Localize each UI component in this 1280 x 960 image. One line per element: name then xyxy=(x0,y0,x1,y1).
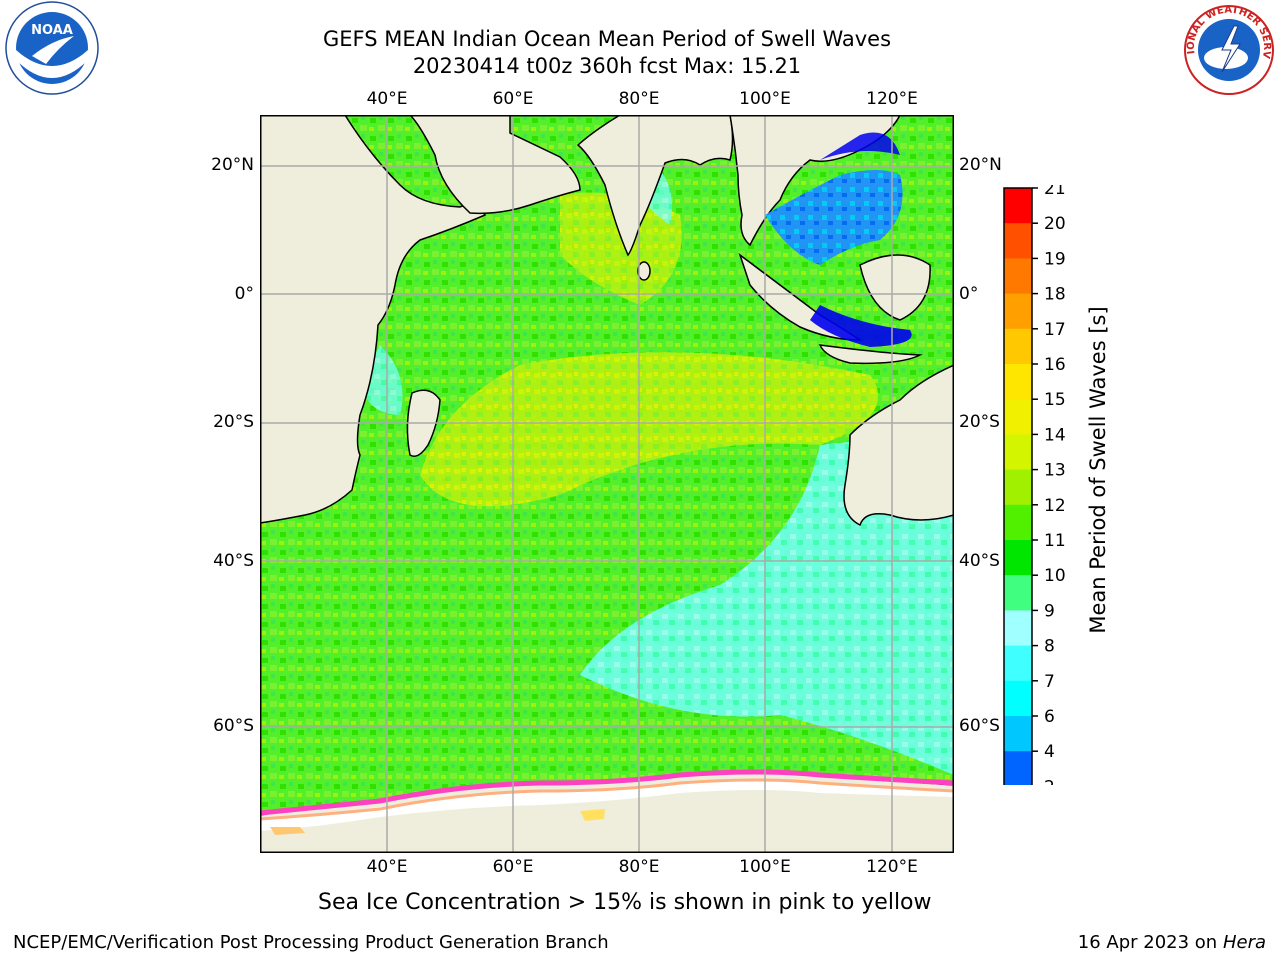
colorbar-swatch xyxy=(1004,293,1032,330)
lat-tick-left-0: 0° xyxy=(234,284,254,304)
lat-tick-right-40s: 40°S xyxy=(959,551,1000,571)
colorbar-tick-label: 11 xyxy=(1044,531,1066,551)
lon-tick-bottom-60e: 60°E xyxy=(492,857,534,877)
footer-date-text: 16 Apr 2023 on xyxy=(1077,932,1223,953)
graticule xyxy=(260,115,954,853)
noaa-logo: NOAA xyxy=(5,1,99,95)
map-title: GEFS MEAN Indian Ocean Mean Period of Sw… xyxy=(322,27,892,51)
land-australia xyxy=(843,364,954,527)
colorbar-swatch xyxy=(1004,328,1032,365)
lon-tick-bottom-100e: 100°E xyxy=(739,857,791,877)
colorbar-swatch xyxy=(1004,399,1032,435)
footer-host: Hera xyxy=(1222,932,1266,953)
colorbar-tick-label: 16 xyxy=(1044,355,1066,375)
colorbar-tick-label: 2 xyxy=(1044,777,1055,785)
colorbar-tick-label: 7 xyxy=(1044,672,1055,692)
lon-tick-bottom-80e: 80°E xyxy=(618,857,660,877)
colorbar-tick-label: 9 xyxy=(1044,601,1055,621)
lat-tick-right-0: 0° xyxy=(959,284,979,304)
colorbar-swatch xyxy=(1004,610,1032,647)
map-subtitle: 20230414 t00z 360h fcst Max: 15.21 xyxy=(412,54,802,78)
sea-ice-note: Sea Ice Concentration > 15% is shown in … xyxy=(318,890,932,915)
colorbar-swatch xyxy=(1004,258,1032,295)
colorbar-tick-label: 17 xyxy=(1044,320,1066,340)
lat-tick-left-40s: 40°S xyxy=(213,551,254,571)
colorbar-swatch xyxy=(1004,645,1032,682)
colorbar-swatch xyxy=(1004,188,1032,224)
colorbar-swatch xyxy=(1004,680,1032,717)
lon-tick-top-100e: 100°E xyxy=(739,89,791,109)
land-africa xyxy=(260,115,487,524)
colorbar-tick-label: 10 xyxy=(1044,566,1066,586)
colorbar-swatch xyxy=(1004,504,1032,541)
colorbar: 2 4 6 7 8 9 10 11 12 13 14 15 16 17 18 19 20 21 xyxy=(1003,185,1066,785)
colorbar-tick-label: 6 xyxy=(1044,707,1055,727)
noaa-logo-text: NOAA xyxy=(31,23,73,38)
lat-tick-left-20s: 20°S xyxy=(213,412,254,432)
colorbar-swatch xyxy=(1004,751,1032,785)
lon-tick-top-40e: 40°E xyxy=(366,89,408,109)
lat-tick-right-20n: 20°N xyxy=(959,155,1002,175)
colorbar-tick-label: 21 xyxy=(1044,185,1066,199)
nws-logo: NATIONAL WEATHER SERVICE xyxy=(1178,0,1274,95)
colorbar-tick-label: 18 xyxy=(1044,285,1066,305)
colorbar-swatch xyxy=(1004,223,1032,259)
lat-tick-left-20n: 20°N xyxy=(211,155,254,175)
colorbar-tick-label: 12 xyxy=(1044,496,1066,516)
colorbar-tick-label: 4 xyxy=(1044,742,1055,762)
colorbar-tick-label: 20 xyxy=(1044,214,1066,234)
land-arabia xyxy=(408,115,581,215)
lon-tick-bottom-40e: 40°E xyxy=(366,857,408,877)
colorbar-swatch xyxy=(1004,540,1032,576)
lon-tick-top-120e: 120°E xyxy=(866,89,918,109)
footer-producer: NCEP/EMC/Verification Post Processing Pr… xyxy=(13,932,609,953)
lat-tick-left-60s: 60°S xyxy=(213,716,254,736)
colorbar-swatch xyxy=(1004,575,1032,611)
lon-tick-top-60e: 60°E xyxy=(492,89,534,109)
colorbar-swatch xyxy=(1004,364,1032,400)
colorbar-label: Mean Period of Swell Waves [s] xyxy=(1086,306,1110,634)
colorbar-tick-label: 8 xyxy=(1044,637,1055,657)
land-india xyxy=(576,115,734,257)
lat-tick-right-60s: 60°S xyxy=(959,716,1000,736)
colorbar-swatch xyxy=(1004,716,1032,752)
swell-period-map xyxy=(260,115,954,853)
colorbar-tick-label: 15 xyxy=(1044,390,1066,410)
colorbar-swatch xyxy=(1004,434,1032,471)
colorbar-tick-label: 14 xyxy=(1044,425,1066,445)
colorbar-tick-label: 19 xyxy=(1044,249,1066,269)
lon-tick-bottom-120e: 120°E xyxy=(866,857,918,877)
lon-tick-top-80e: 80°E xyxy=(618,89,660,109)
footer-date: 16 Apr 2023 on Hera xyxy=(1078,932,1266,953)
colorbar-swatch xyxy=(1004,469,1032,506)
lat-tick-right-20s: 20°S xyxy=(959,412,1000,432)
colorbar-tick-label: 13 xyxy=(1044,461,1066,481)
